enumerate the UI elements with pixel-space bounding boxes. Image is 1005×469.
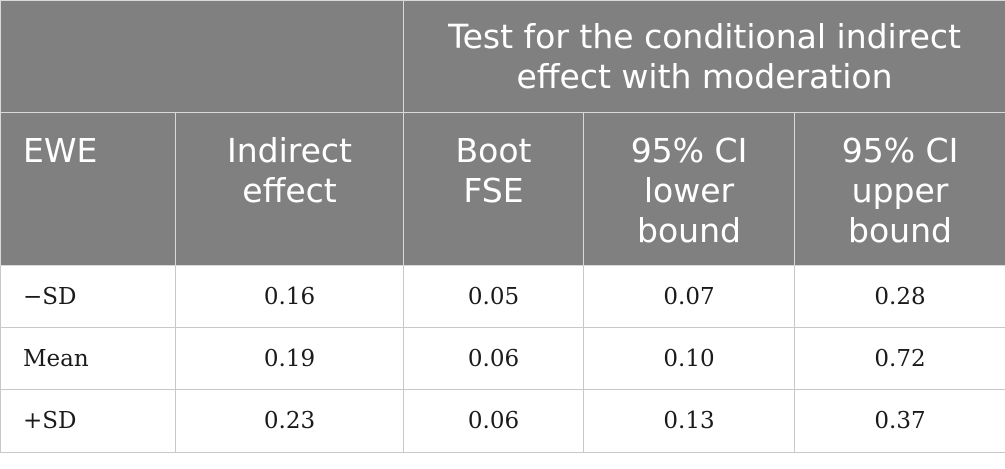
- column-header-line: EWE: [23, 131, 98, 170]
- column-header-line: bound: [637, 211, 741, 250]
- group-title-line2: effect with moderation: [516, 57, 893, 96]
- column-header-ci-upper: 95% CI upper bound: [793, 112, 1005, 266]
- row-label-cell: −SD: [0, 265, 176, 328]
- column-header-line: upper: [851, 171, 949, 210]
- column-header-line: 95% CI: [841, 131, 959, 170]
- column-header-line: Boot: [455, 131, 532, 170]
- column-header-ci-lower: 95% CI lower bound: [583, 112, 795, 266]
- header-empty-cell: [0, 0, 404, 113]
- header-row-group: Test for the conditional indirect effect…: [0, 0, 1005, 113]
- column-header-line: effect: [242, 171, 337, 210]
- ci-lower-cell: 0.07: [583, 265, 795, 328]
- row-label-cell: Mean: [0, 327, 176, 390]
- ci-upper-cell: 0.28: [793, 265, 1005, 328]
- column-header-indirect-effect: Indirect effect: [175, 112, 404, 266]
- ci-lower-cell: 0.10: [583, 327, 795, 390]
- column-header-line: FSE: [463, 171, 524, 210]
- table-row: −SD 0.16 0.05 0.07 0.28: [0, 265, 1005, 328]
- indirect-effect-cell: 0.19: [175, 327, 404, 390]
- ci-upper-cell: 0.72: [793, 327, 1005, 390]
- table-row: Mean 0.19 0.06 0.10 0.72: [0, 327, 1005, 390]
- row-label-cell: +SD: [0, 389, 176, 453]
- indirect-effect-cell: 0.16: [175, 265, 404, 328]
- indirect-effect-cell: 0.23: [175, 389, 404, 453]
- ci-lower-cell: 0.13: [583, 389, 795, 453]
- column-header-line: lower: [643, 171, 735, 210]
- group-header-cell: Test for the conditional indirect effect…: [402, 0, 1005, 113]
- results-table: Test for the conditional indirect effect…: [0, 0, 1005, 453]
- table-row: +SD 0.23 0.06 0.13 0.37: [0, 389, 1005, 453]
- column-header-line: Indirect: [227, 131, 352, 170]
- group-title-line1: Test for the conditional indirect: [448, 17, 961, 56]
- column-header-ewe: EWE: [0, 112, 176, 266]
- boot-fse-cell: 0.06: [403, 389, 584, 453]
- column-header-line: 95% CI: [630, 131, 748, 170]
- column-header-line: bound: [848, 211, 952, 250]
- ci-upper-cell: 0.37: [793, 389, 1005, 453]
- boot-fse-cell: 0.06: [403, 327, 584, 390]
- header-row-columns: EWE Indirect effect Boot FSE 95% CI lowe…: [0, 112, 1005, 266]
- boot-fse-cell: 0.05: [403, 265, 584, 328]
- column-header-boot-fse: Boot FSE: [403, 112, 584, 266]
